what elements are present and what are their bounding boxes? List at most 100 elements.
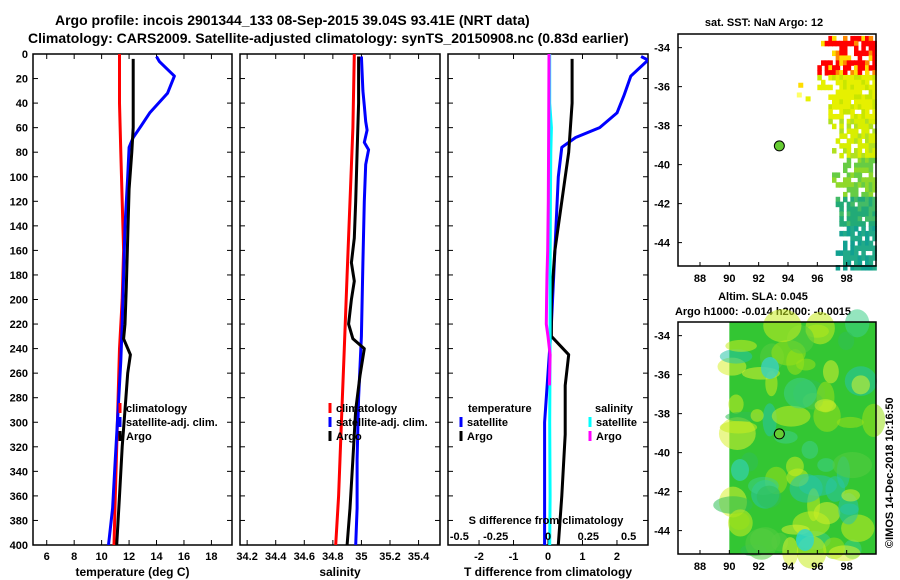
- sst-map-y-tick-label: -40: [654, 160, 670, 172]
- sst-pixel: [835, 65, 841, 71]
- sst-pixel: [824, 84, 830, 91]
- sst-pixel: [868, 99, 874, 105]
- sst-pixel: [861, 221, 866, 227]
- x-tick-label: 35: [355, 551, 367, 563]
- sst-pixel: [872, 109, 877, 115]
- sst-pixel: [854, 99, 859, 105]
- sst-pixel: [846, 65, 852, 71]
- sst-pixel: [832, 123, 837, 130]
- sst-pixel: [846, 143, 852, 149]
- sst-pixel: [872, 235, 877, 242]
- sst-pixel: [868, 230, 874, 237]
- sst-pixel: [835, 70, 841, 76]
- sst-pixel: [843, 230, 848, 237]
- sst-pixel: [865, 99, 870, 105]
- depth-tick-label: 400: [10, 540, 28, 552]
- sst-pixel: [868, 133, 874, 139]
- sst-pixel: [817, 74, 822, 81]
- sst-pixel: [872, 143, 877, 149]
- sst-pixel: [865, 50, 870, 57]
- sst-pixel: [857, 206, 863, 213]
- sst-pixel: [846, 40, 852, 47]
- sst-pixel: [828, 113, 833, 120]
- sst-pixel: [843, 221, 848, 227]
- sst-pixel: [843, 99, 848, 105]
- x-tick-label: 2: [614, 551, 620, 563]
- sst-pixel: [865, 94, 870, 100]
- sst-pixel: [857, 84, 863, 91]
- sla-blob: [782, 537, 799, 566]
- sst-pixel: [839, 74, 844, 81]
- sla-map-x-tick-label: 98: [841, 561, 853, 573]
- sst-pixel: [872, 74, 877, 81]
- sst-pixel: [839, 60, 844, 66]
- sst-pixel: [821, 40, 826, 47]
- sst-pixel: [835, 182, 841, 188]
- sst-pixel: [839, 113, 844, 120]
- sst-pixel: [850, 206, 855, 213]
- footer-credit: ©IMOS 14-Dec-2018 10:16:50: [884, 397, 896, 548]
- sst-pixel: [865, 187, 870, 193]
- sst-pixel: [839, 109, 844, 115]
- sst-pixel: [868, 182, 874, 188]
- depth-tick-label: 220: [10, 319, 28, 331]
- sst-pixel: [846, 157, 852, 164]
- sst-pixel: [854, 162, 859, 169]
- x-tick-label: 35.4: [408, 551, 430, 563]
- sst-pixel: [857, 50, 863, 57]
- sst-pixel: [828, 104, 833, 110]
- sst-pixel: [839, 216, 844, 222]
- sst-pixel: [843, 84, 848, 91]
- sst-pixel: [850, 211, 855, 217]
- x-tick-label: -2: [474, 551, 484, 563]
- sst-pixel: [865, 65, 870, 71]
- sst-pixel: [861, 104, 866, 110]
- sst-pixel: [850, 89, 855, 96]
- sst-pixel: [872, 152, 877, 159]
- sst-pixel: [843, 255, 848, 261]
- sst-pixel: [872, 128, 877, 135]
- sst-pixel: [850, 245, 855, 252]
- sst-pixel: [868, 35, 874, 42]
- sst-pixel: [843, 109, 848, 115]
- sst-pixel: [843, 265, 848, 271]
- sst-pixel: [843, 104, 848, 110]
- sst-pixel: [846, 230, 852, 237]
- sst-pixel: [854, 226, 859, 232]
- series-line-t-satellite: [543, 55, 648, 545]
- sst-pixel: [865, 143, 870, 149]
- sst-pixel: [850, 152, 855, 159]
- sst-pixel: [846, 187, 852, 193]
- sst-pixel: [843, 196, 848, 203]
- sst-pixel: [832, 113, 837, 120]
- sst-pixel: [872, 113, 877, 120]
- sst-pixel: [872, 118, 877, 125]
- sst-pixel: [857, 94, 863, 100]
- sst-pixel: [857, 99, 863, 105]
- sst-pixel: [839, 79, 844, 86]
- sst-pixel: [865, 162, 870, 169]
- series-line-satellite-adj-clim-: [107, 55, 176, 545]
- sst-pixel: [843, 45, 848, 52]
- sst-pixel: [872, 70, 877, 76]
- sst-pixel: [828, 84, 833, 91]
- sst-pixel: [868, 89, 874, 96]
- depth-tick-label: 20: [16, 74, 28, 86]
- sst-pixel: [835, 50, 841, 57]
- sst-pixel: [832, 94, 837, 100]
- sst-pixel: [861, 40, 866, 47]
- sst-pixel: [839, 201, 844, 208]
- sla-blob: [761, 357, 779, 379]
- sst-pixel: [835, 265, 841, 271]
- sst-pixel: [854, 206, 859, 213]
- depth-tick-label: 0: [22, 49, 28, 61]
- x-tick-label: 34.2: [236, 551, 257, 563]
- sst-pixel: [854, 123, 859, 130]
- sst-pixel: [854, 94, 859, 100]
- sst-pixel: [835, 79, 841, 86]
- sst-pixel: [843, 260, 848, 266]
- sst-pixel: [868, 187, 874, 193]
- sst-pixel: [850, 265, 855, 271]
- series-line-climatology: [334, 54, 356, 545]
- sst-pixel: [843, 133, 848, 139]
